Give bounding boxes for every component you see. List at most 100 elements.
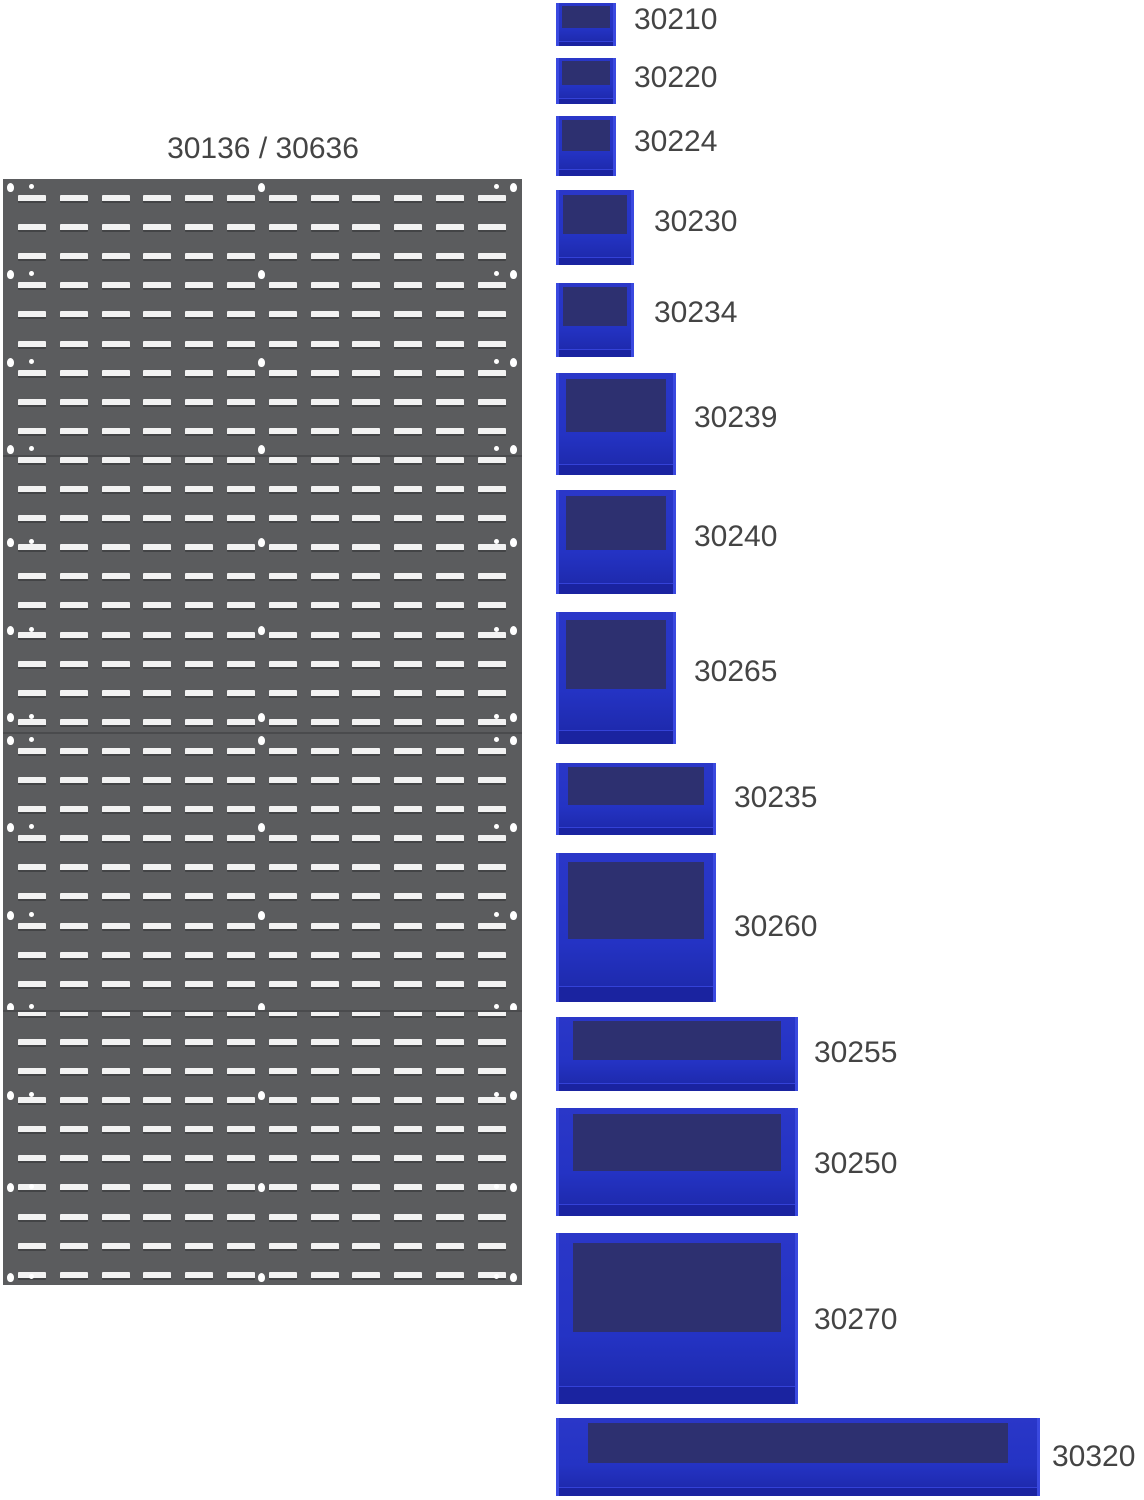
louver-slot (143, 1213, 172, 1222)
louver-slot (59, 398, 88, 407)
louver-slot (352, 951, 381, 960)
bin-label: 30234 (654, 296, 738, 329)
louver-slot (101, 980, 130, 989)
louver-slot (59, 195, 88, 203)
louver-slot (227, 660, 255, 669)
louver-slot (101, 602, 130, 611)
keyhole-mount (510, 1273, 517, 1282)
louver-slot (143, 195, 172, 203)
louver-slot (101, 1213, 130, 1222)
louver-slot (477, 340, 506, 349)
louver-slot (143, 573, 172, 582)
louver-slot (143, 427, 172, 436)
louver-slot (436, 631, 464, 640)
mount-hole (494, 446, 499, 451)
louver-slot (59, 573, 88, 582)
bin-back-wall (565, 496, 667, 551)
louver-slot (143, 602, 172, 611)
louver-slot (227, 311, 255, 320)
louver-slot (352, 631, 381, 640)
louver-slot (18, 602, 46, 611)
louver-slot (394, 893, 423, 902)
louver-slot (394, 1126, 423, 1135)
louver-slot (268, 922, 297, 931)
louver-slot (352, 1213, 381, 1222)
louver-slot (101, 486, 130, 494)
bin-back-wall (573, 1021, 781, 1060)
louver-slot (352, 427, 381, 436)
mount-hole (29, 184, 34, 189)
louver-slot (143, 398, 172, 407)
louver-slot (394, 602, 423, 611)
mount-hole (494, 1004, 499, 1009)
louver-slot (59, 1184, 88, 1193)
louver-slot (185, 1155, 214, 1164)
louver-slot (185, 980, 214, 989)
louver-slot (436, 980, 464, 989)
louver-slot (310, 311, 339, 320)
louver-slot (394, 1242, 423, 1251)
bin-label: 30210 (634, 3, 718, 36)
keyhole-mount (258, 270, 265, 279)
mount-hole (494, 824, 499, 829)
louver-slot (436, 806, 464, 815)
louver-slot (227, 980, 255, 989)
louver-slot (352, 369, 381, 378)
bin-30235 (556, 763, 716, 835)
louver-slot (143, 1155, 172, 1164)
louver-slot (143, 660, 172, 669)
louver-slot (310, 747, 339, 756)
louver-slot (352, 1155, 381, 1164)
keyhole-mount (510, 823, 517, 832)
louver-slot (436, 864, 464, 873)
bin-30210 (556, 3, 616, 46)
louver-slot (268, 1242, 297, 1251)
louver-slot (101, 922, 130, 931)
louver-slot (101, 515, 130, 524)
louver-slot (185, 398, 214, 407)
bin-base (559, 40, 613, 46)
louver-slot (477, 747, 506, 756)
louver-slot (477, 835, 506, 844)
louver-slot (143, 486, 172, 494)
louver-slot (436, 369, 464, 378)
louver-slot (18, 311, 46, 320)
keyhole-mount (510, 538, 517, 547)
louver-slot (352, 660, 381, 669)
louver-slot (352, 777, 381, 785)
louver-slot (394, 777, 423, 785)
louver-slot (227, 253, 255, 262)
louver-slot (268, 689, 297, 698)
louver-slot (101, 1126, 130, 1135)
louver-slot (59, 689, 88, 698)
louver-slot (143, 544, 172, 553)
louver-slot (143, 806, 172, 815)
louver-slot (268, 864, 297, 873)
keyhole-mount (510, 911, 517, 920)
louver-slot (59, 631, 88, 640)
louver-slot (394, 311, 423, 320)
louver-slot (352, 1009, 381, 1018)
louver-slot (101, 195, 130, 203)
louver-slot (268, 893, 297, 902)
keyhole-mount (258, 1273, 265, 1282)
louver-slot (59, 1097, 88, 1106)
bin-30220 (556, 58, 616, 104)
louver-slot (227, 1068, 255, 1076)
louver-slot (18, 369, 46, 378)
louver-slot (310, 456, 339, 465)
louver-slot (310, 1126, 339, 1135)
louver-slot (143, 340, 172, 349)
louver-slot (101, 951, 130, 960)
louver-slot (268, 777, 297, 785)
louver-slot (101, 456, 130, 465)
louver-slot (436, 282, 464, 291)
louver-slot (59, 1038, 88, 1047)
louver-slot (185, 456, 214, 465)
louver-slot (310, 1009, 339, 1018)
bin-label: 30255 (814, 1036, 898, 1069)
louver-slot (310, 922, 339, 931)
louver-slot (394, 980, 423, 989)
louver-slot (310, 777, 339, 785)
louver-slot (18, 515, 46, 524)
